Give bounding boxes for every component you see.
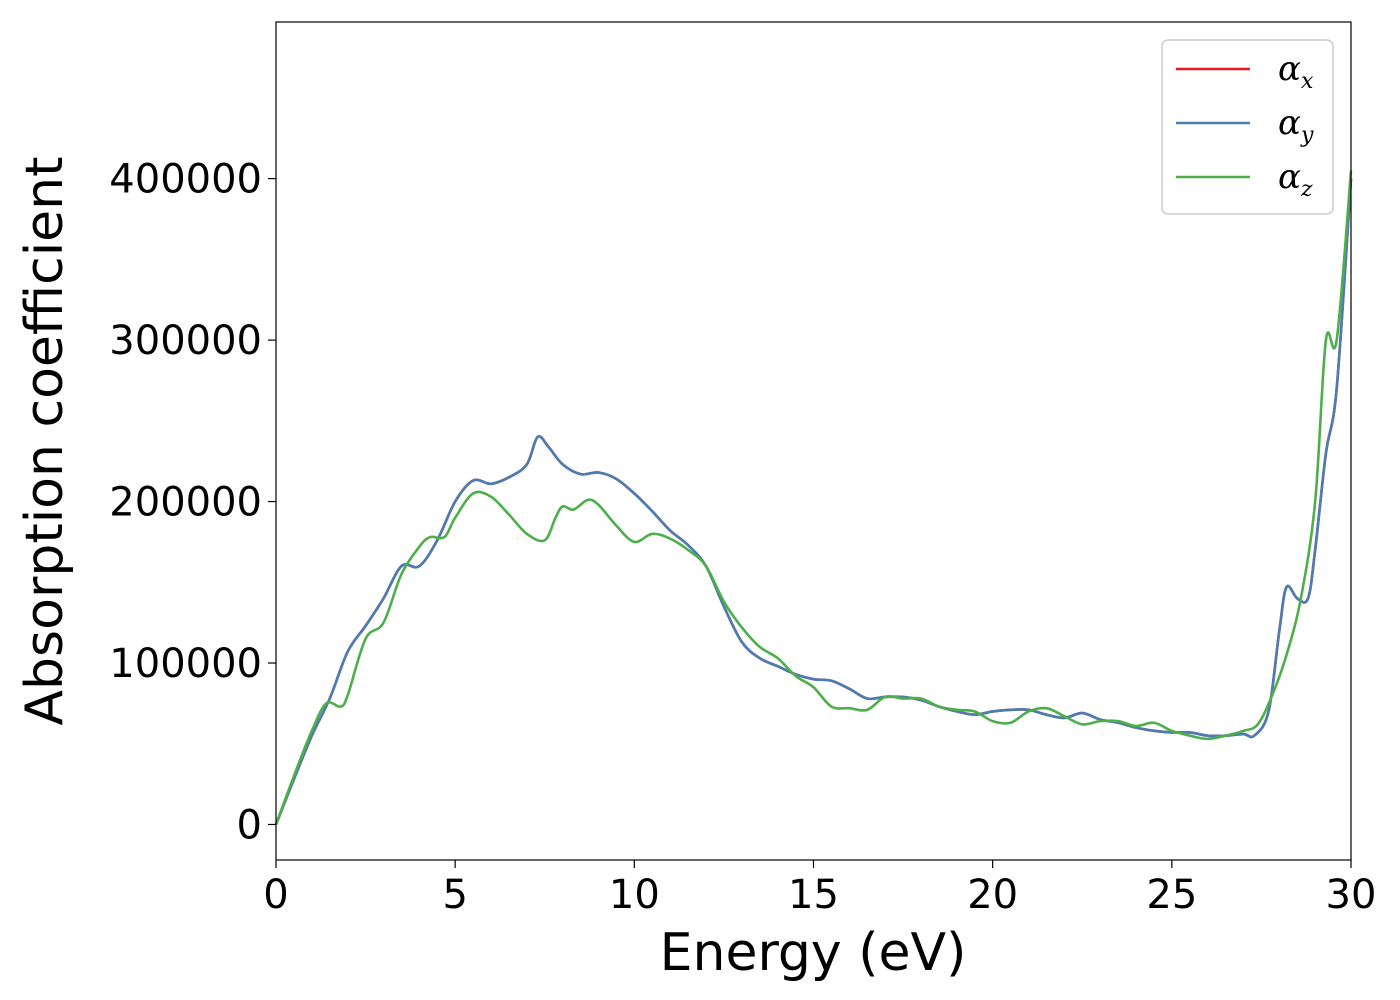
legend-box — [1161, 39, 1334, 215]
y-axis-ticks: 0 100000 200000 300000 400000 — [109, 157, 276, 848]
legend-items: αx αy αz — [1176, 49, 1314, 202]
y-axis-title: Absorption coefficient — [15, 156, 75, 725]
x-tick-label: 10 — [609, 872, 660, 918]
legend-label-z: αz — [1278, 157, 1313, 202]
y-tick-label: 400000 — [109, 157, 262, 203]
y-tick-label: 300000 — [109, 318, 262, 364]
x-tick-label: 20 — [967, 872, 1018, 918]
x-tick-label: 5 — [442, 872, 467, 918]
x-axis-title: Energy (eV) — [660, 923, 967, 983]
series-layer — [274, 170, 1353, 825]
y-tick-label: 100000 — [109, 641, 262, 687]
legend: αx αy αz — [1161, 39, 1334, 215]
series-line-z — [274, 170, 1353, 825]
legend-label-y: αy — [1278, 103, 1314, 148]
legend-label-x: αx — [1278, 49, 1314, 94]
y-tick-label: 0 — [237, 802, 262, 848]
series-line-y — [274, 178, 1353, 825]
x-tick-label: 30 — [1326, 872, 1377, 918]
x-tick-label: 15 — [788, 872, 839, 918]
x-tick-label: 25 — [1146, 872, 1197, 918]
y-tick-label: 200000 — [109, 480, 262, 526]
x-tick-label: 0 — [263, 872, 288, 918]
x-axis-ticks: 0 5 10 15 20 25 30 — [263, 860, 1376, 918]
